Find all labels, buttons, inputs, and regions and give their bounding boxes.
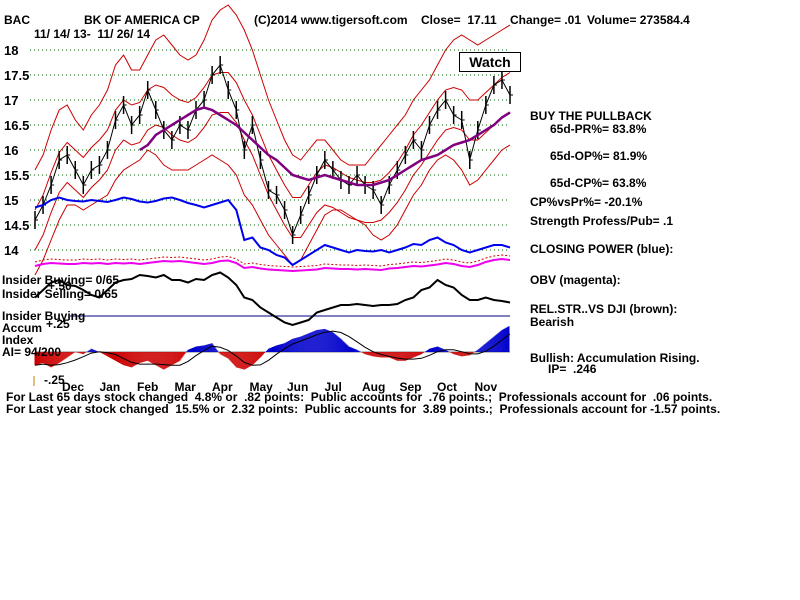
bollinger-bands	[34, 4, 511, 276]
insider-buying-overlap: Insider Buying	[2, 309, 86, 323]
signal-cp-vs-pr: CP%vsPr%= -20.1%	[530, 195, 643, 209]
close-price: Close= 17.11	[421, 13, 497, 27]
y-tick-label: 18	[4, 43, 18, 58]
y-tick-label: 15.5	[4, 168, 29, 183]
y-tick-label: 17	[4, 93, 18, 108]
band-inner-lower	[34, 112, 511, 251]
accum-label: Accum	[2, 321, 43, 335]
signal-bullish: Bullish: Accumulation Rising.	[530, 351, 700, 365]
legend-obv: OBV (magenta):	[530, 273, 621, 287]
moving-average-line	[139, 106, 511, 187]
band-inner-upper	[34, 72, 511, 211]
x-tick-label: Jul	[325, 380, 342, 394]
volume-value: Volume= 273584.4	[587, 13, 690, 27]
date-range: 11/ 14/ 13- 11/ 26/ 14	[34, 27, 151, 41]
band-upper	[34, 4, 511, 171]
closing-power-line	[34, 196, 511, 267]
insider-selling: Insider Selling= 0/65	[2, 287, 118, 301]
y-tick-label: 16	[4, 143, 18, 158]
price-grid	[30, 49, 510, 251]
x-tick-label: Jan	[100, 380, 121, 394]
legend-rel-strength: REL.STR..VS DJI (brown):	[530, 302, 678, 316]
accum-plus25: +.25	[46, 317, 70, 331]
price-line	[34, 63, 511, 237]
legend-closing-power: CLOSING POWER (blue):	[530, 242, 674, 256]
axis-ticks: 18 17.5 17 16.5 16 15.5 15 14.5 14 Dec Jan Feb Mar Ap…	[4, 43, 497, 394]
x-tick-label: Feb	[137, 380, 158, 394]
accum-plus50: +.50	[48, 279, 72, 293]
band-lower	[34, 144, 511, 276]
watch-button[interactable]: Watch	[459, 52, 521, 72]
x-tick-label: Nov	[475, 380, 498, 394]
x-tick-label: May	[250, 380, 274, 394]
obv-line	[34, 257, 511, 273]
y-tick-label: 14	[4, 243, 19, 258]
x-tick-label: Oct	[437, 380, 457, 394]
accum-minus25: -.25	[44, 373, 65, 387]
x-tick-label: Jun	[287, 380, 308, 394]
signal-bearish: Bearish	[530, 315, 575, 329]
x-tick-label: Mar	[175, 380, 197, 394]
signal-strength: Strength Profess/Pub= .1	[530, 214, 674, 228]
signal-buy-pullback: BUY THE PULLBACK	[530, 109, 652, 123]
rel-strength-line	[34, 271, 511, 327]
ai-value: AI= 94/200	[2, 345, 62, 359]
copyright: (C)2014 www.tigersoft.com	[254, 13, 408, 27]
index-label: Index	[2, 333, 34, 347]
x-tick-label: Aug	[362, 380, 385, 394]
signal-pr: 65d-PR%= 83.8%	[550, 122, 647, 136]
signal-ip: IP= .246	[548, 362, 597, 376]
change-value: Change= .01	[510, 13, 582, 27]
insider-buying: Insider Buying= 0/65	[2, 273, 120, 287]
y-tick-label: 14.5	[4, 218, 29, 233]
x-tick-label: Apr	[212, 380, 233, 394]
company-name: BK OF AMERICA CP	[84, 13, 200, 27]
signal-op: 65d-OP%= 81.9%	[550, 149, 648, 163]
x-tick-label: Sep	[400, 380, 422, 394]
x-tick-label: Dec	[62, 380, 84, 394]
obv-ma-line	[34, 254, 511, 268]
signal-cp: 65d-CP%= 63.8%	[550, 176, 647, 190]
y-tick-label: 17.5	[4, 68, 29, 83]
accumulation-histogram	[34, 326, 511, 370]
accum-ma-line	[34, 330, 511, 366]
y-tick-label: 15	[4, 193, 18, 208]
y-tick-label: 16.5	[4, 118, 29, 133]
footer-year: For Last year stock changed 15.5% or 2.3…	[6, 402, 721, 416]
ticker: BAC	[4, 13, 30, 27]
indicator-lines	[34, 56, 513, 327]
footer-65day: For Last 65 days stock changed 4.8% or .…	[6, 390, 713, 404]
